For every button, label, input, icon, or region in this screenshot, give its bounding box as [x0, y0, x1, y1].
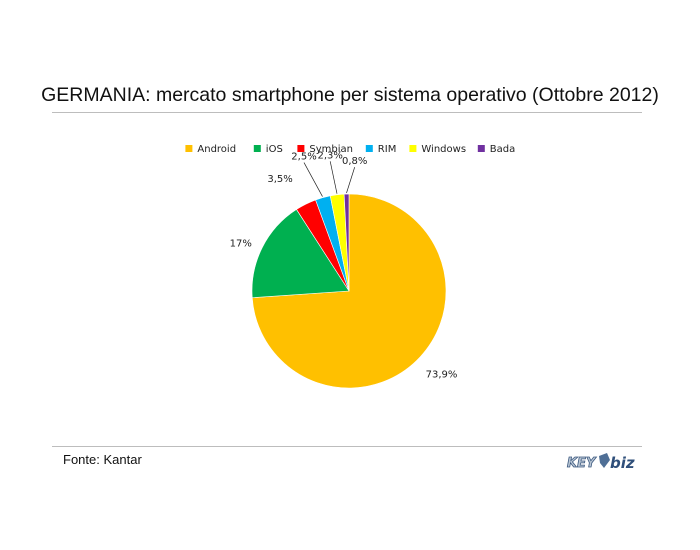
legend-item-android: Android — [185, 144, 236, 155]
pie-slice-ios — [251, 209, 350, 299]
chart-title: GERMANIA: mercato smartphone per sistema… — [41, 84, 659, 106]
title-divider — [52, 112, 642, 113]
legend-swatch-rim — [365, 145, 373, 152]
data-labels: 73,9% 17% 3,5% 2,5% 2,3%0,8% — [230, 150, 458, 380]
legend: Android iOS Symbian RIM Windows Bada — [185, 144, 515, 155]
leader-line-windows — [329, 161, 338, 194]
legend-swatch-ios — [253, 145, 261, 152]
data-label-symbian: 3,5% — [267, 174, 292, 185]
legend-item-rim: RIM — [365, 144, 397, 155]
leader-line-rim — [303, 162, 323, 197]
footer-divider — [52, 446, 642, 447]
data-label-ios: 17% — [230, 238, 252, 249]
leader-line-bada — [346, 166, 356, 194]
legend-item-ios: iOS — [253, 144, 283, 155]
legend-item-bada: Bada — [477, 144, 515, 155]
legend-swatch-windows — [409, 145, 417, 152]
source-note: Fonte: Kantar — [63, 452, 142, 467]
legend-label-symbian: Symbian — [309, 144, 353, 155]
data-label-rim: 2,5% — [291, 152, 316, 163]
legend-swatch-bada — [477, 145, 485, 152]
pie-slices — [251, 193, 447, 389]
logo-text-right: biz — [610, 454, 635, 472]
logo-text-left: KEY — [567, 456, 597, 471]
legend-swatch-android — [185, 145, 193, 152]
pie-slice-bada — [343, 193, 350, 292]
legend-label-rim: RIM — [378, 144, 397, 155]
legend-label-windows: Windows — [421, 144, 466, 155]
legend-label-bada: Bada — [490, 144, 515, 155]
data-label-bada: 0,8% — [342, 156, 367, 167]
legend-swatch-symbian — [297, 145, 305, 152]
legend-item-symbian: Symbian — [297, 144, 353, 155]
legend-item-windows: Windows — [409, 144, 466, 155]
leader-lines — [303, 161, 356, 197]
data-label-android: 73,9% — [426, 370, 458, 381]
legend-label-ios: iOS — [266, 144, 283, 155]
logo-mark-icon — [599, 453, 610, 468]
key4biz-logo: KEY biz — [567, 453, 635, 472]
data-label-windows: 2,3% — [317, 150, 342, 161]
legend-label-android: Android — [197, 144, 236, 155]
